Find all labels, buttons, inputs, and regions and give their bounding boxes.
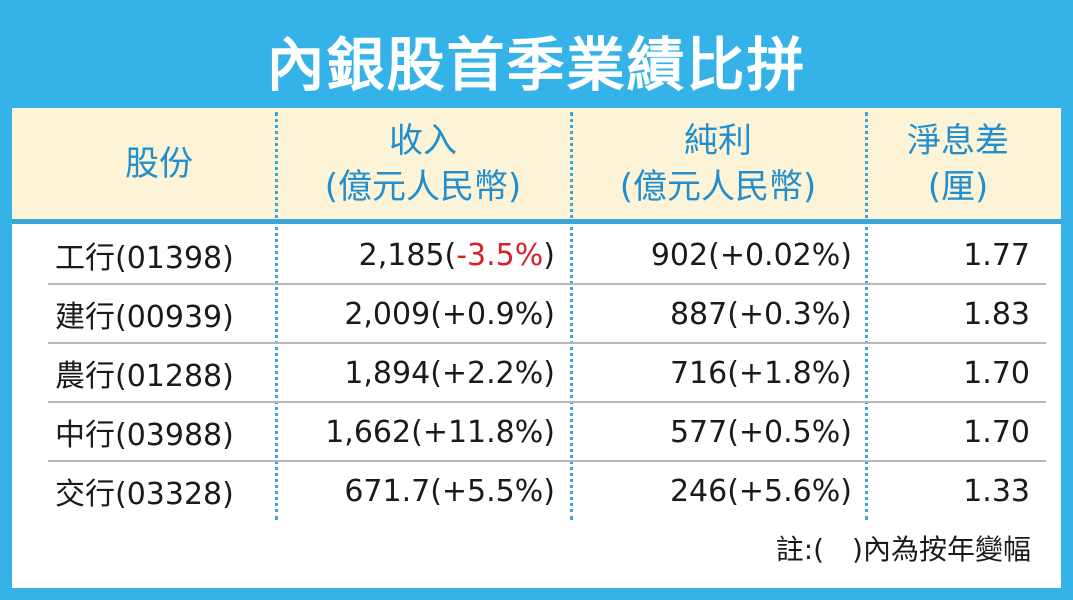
row-divider <box>48 342 1046 344</box>
header-revenue: 收入 (億元人民幣) <box>278 108 568 220</box>
net-profit-change: +0.5% <box>738 414 841 450</box>
header-net-profit-label: 純利 <box>684 121 752 161</box>
revenue-value: 1,894 <box>344 355 431 391</box>
table-row-stock: 中行(03988) <box>55 418 234 453</box>
table-row-net-profit: 577(+0.5%) <box>669 414 852 450</box>
header-revenue-unit: (億元人民幣) <box>324 167 522 207</box>
net-profit-value: 716 <box>669 355 728 391</box>
header-net-profit-unit: (億元人民幣) <box>619 167 817 207</box>
net-profit-value: 577 <box>669 414 728 450</box>
revenue-value: 2,009 <box>344 296 431 332</box>
column-divider <box>865 112 868 520</box>
revenue-change: +5.5% <box>441 473 544 509</box>
revenue-value: 671.7 <box>344 473 431 509</box>
table-row-nim: 1.77 <box>963 237 1030 273</box>
column-divider <box>570 112 573 520</box>
column-divider <box>275 112 278 520</box>
net-profit-value: 902 <box>650 237 709 273</box>
revenue-change: +2.2% <box>441 355 544 391</box>
table-row-nim: 1.83 <box>963 296 1030 332</box>
header-stock-label: 股份 <box>125 144 193 184</box>
table-row-nim: 1.33 <box>963 473 1030 509</box>
revenue-change: +11.8% <box>422 414 544 450</box>
net-profit-change: +0.3% <box>738 296 841 332</box>
header-stock: 股份 <box>48 108 270 220</box>
table-row-stock: 農行(01288) <box>55 359 234 394</box>
revenue-change: +0.9% <box>441 296 544 332</box>
revenue-value: 2,185 <box>358 237 445 273</box>
table-row-net-profit: 246(+5.6%) <box>669 473 852 509</box>
table-header <box>12 108 1061 220</box>
row-divider <box>48 283 1046 285</box>
header-nim-label: 淨息差 <box>907 121 1009 161</box>
page-title: 內銀股首季業績比拼 <box>266 31 807 99</box>
table-row-stock: 工行(01398) <box>55 241 234 276</box>
net-profit-value: 887 <box>669 296 728 332</box>
table-row-stock: 建行(00939) <box>55 300 234 335</box>
table-row-revenue: 2,185(-3.5%) <box>358 237 555 273</box>
table-row-net-profit: 716(+1.8%) <box>669 355 852 391</box>
net-profit-change: +5.6% <box>738 473 841 509</box>
header-divider <box>12 219 1061 224</box>
net-profit-change: +1.8% <box>738 355 841 391</box>
revenue-value: 1,662 <box>325 414 412 450</box>
footnote: 註:( )內為按年變幅 <box>775 533 1031 566</box>
row-divider <box>48 401 1046 403</box>
table-row-revenue: 2,009(+0.9%) <box>344 296 555 332</box>
header-revenue-label: 收入 <box>389 121 457 161</box>
table-row-nim: 1.70 <box>963 414 1030 450</box>
table-row-stock: 交行(03328) <box>55 477 234 512</box>
net-profit-change: +0.02% <box>719 237 841 273</box>
table-row-net-profit: 902(+0.02%) <box>650 237 852 273</box>
header-nim-unit: (厘) <box>927 167 989 207</box>
net-profit-value: 246 <box>669 473 728 509</box>
table-row-net-profit: 887(+0.3%) <box>669 296 852 332</box>
title-bar: 內銀股首季業績比拼 <box>12 12 1061 108</box>
table-row-revenue: 671.7(+5.5%) <box>344 473 555 509</box>
table-row-revenue: 1,894(+2.2%) <box>344 355 555 391</box>
header-net-profit: 純利 (億元人民幣) <box>573 108 863 220</box>
row-divider <box>48 460 1046 462</box>
table-row-nim: 1.70 <box>963 355 1030 391</box>
header-nim: 淨息差 (厘) <box>868 108 1048 220</box>
table-row-revenue: 1,662(+11.8%) <box>325 414 555 450</box>
revenue-change: -3.5% <box>456 237 544 273</box>
